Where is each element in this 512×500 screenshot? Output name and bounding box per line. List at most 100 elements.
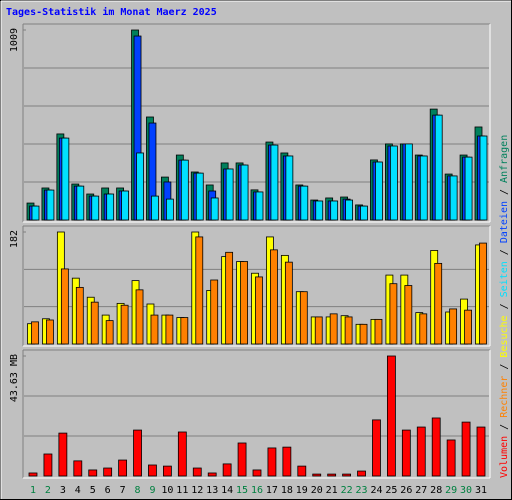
bar: [222, 463, 232, 477]
bar: [151, 195, 159, 221]
bar: [464, 156, 473, 221]
x-tick-label: 28: [430, 485, 442, 496]
x-tick-label: 11: [176, 485, 188, 496]
bar: [61, 137, 70, 221]
legend-separator: /: [499, 297, 510, 315]
bar: [46, 319, 54, 345]
bar: [28, 472, 38, 477]
x-tick-label: 16: [251, 485, 263, 496]
bar: [446, 439, 456, 477]
x-tick-label: 21: [326, 485, 338, 496]
bar: [207, 472, 217, 477]
bar: [342, 473, 352, 477]
legend-entry: Dateien: [499, 201, 510, 243]
bar: [76, 185, 85, 221]
bar: [240, 261, 248, 345]
bar: [372, 419, 381, 477]
bar: [121, 190, 129, 221]
bar: [344, 316, 353, 345]
bar: [300, 185, 309, 221]
bar: [31, 321, 39, 345]
bar: [177, 431, 187, 477]
bar: [270, 144, 279, 221]
bar: [195, 236, 204, 345]
x-tick-label: 10: [161, 485, 173, 496]
bar: [148, 464, 157, 477]
bar: [359, 323, 368, 345]
bar: [404, 143, 413, 221]
bar: [195, 172, 204, 221]
chart-title: Tages-Statistik im Monat Maerz 2025: [6, 6, 217, 18]
bar: [118, 459, 127, 477]
x-tick-label: 2: [45, 485, 51, 496]
x-tick-label: 27: [415, 485, 427, 496]
bar: [357, 470, 366, 477]
bar: [449, 308, 458, 345]
bar: [103, 467, 113, 477]
bar: [120, 304, 129, 345]
bar: [285, 155, 294, 221]
bar: [449, 175, 458, 221]
bar: [162, 465, 172, 477]
bar: [237, 442, 247, 477]
bar: [91, 195, 100, 221]
bar: [374, 318, 383, 345]
x-tick-label: 26: [400, 485, 412, 496]
legend-entry: Anfragen: [499, 135, 510, 183]
x-tick-label: 8: [135, 485, 141, 496]
bar: [312, 473, 322, 477]
legend: Volumen / Rechner / Besuche / Seiten / D…: [499, 135, 510, 478]
x-tick-label: 23: [356, 485, 368, 496]
y-tick-label: 43.63 MB: [9, 354, 20, 402]
bar: [330, 200, 339, 221]
bar: [404, 285, 413, 345]
bar: [46, 189, 55, 221]
bar: [464, 309, 472, 345]
legend-entry: Rechner: [499, 376, 510, 418]
bar: [314, 316, 323, 345]
bar: [297, 465, 307, 477]
x-tick-label: 24: [370, 485, 382, 496]
bar: [401, 429, 411, 477]
x-tick-label: 30: [460, 485, 472, 496]
bar: [180, 317, 189, 345]
bar: [225, 251, 234, 345]
bar: [434, 114, 443, 221]
bar: [88, 469, 98, 477]
bar: [479, 135, 488, 221]
y-tick-label: 1009: [9, 28, 20, 52]
bar: [225, 168, 234, 221]
bar: [315, 200, 324, 221]
bar: [434, 262, 443, 345]
bar: [31, 205, 40, 221]
bar: [58, 432, 68, 477]
bar: [419, 155, 428, 221]
bar: [133, 429, 142, 477]
x-tick-label: 6: [105, 485, 111, 496]
bar: [210, 279, 219, 345]
bar: [299, 291, 308, 345]
x-tick-label: 4: [75, 485, 81, 496]
x-tick-label: 20: [311, 485, 323, 496]
bar: [255, 276, 263, 345]
bar: [282, 446, 292, 477]
legend-separator: /: [499, 418, 510, 436]
bar: [389, 283, 398, 345]
bar: [375, 161, 383, 221]
bar: [136, 152, 144, 221]
bar: [267, 447, 277, 477]
bar: [461, 421, 471, 477]
bar: [252, 469, 262, 477]
bar: [73, 460, 83, 477]
x-tick-label: 9: [149, 485, 155, 496]
x-tick-label: 12: [191, 485, 203, 496]
x-tick-label: 25: [385, 485, 397, 496]
x-tick-label: 19: [296, 485, 308, 496]
x-tick-label: 15: [236, 485, 248, 496]
bar: [60, 268, 69, 345]
bar: [345, 199, 354, 221]
x-tick-label: 1: [30, 485, 36, 496]
x-tick-label: 5: [90, 485, 96, 496]
bar: [240, 164, 249, 221]
